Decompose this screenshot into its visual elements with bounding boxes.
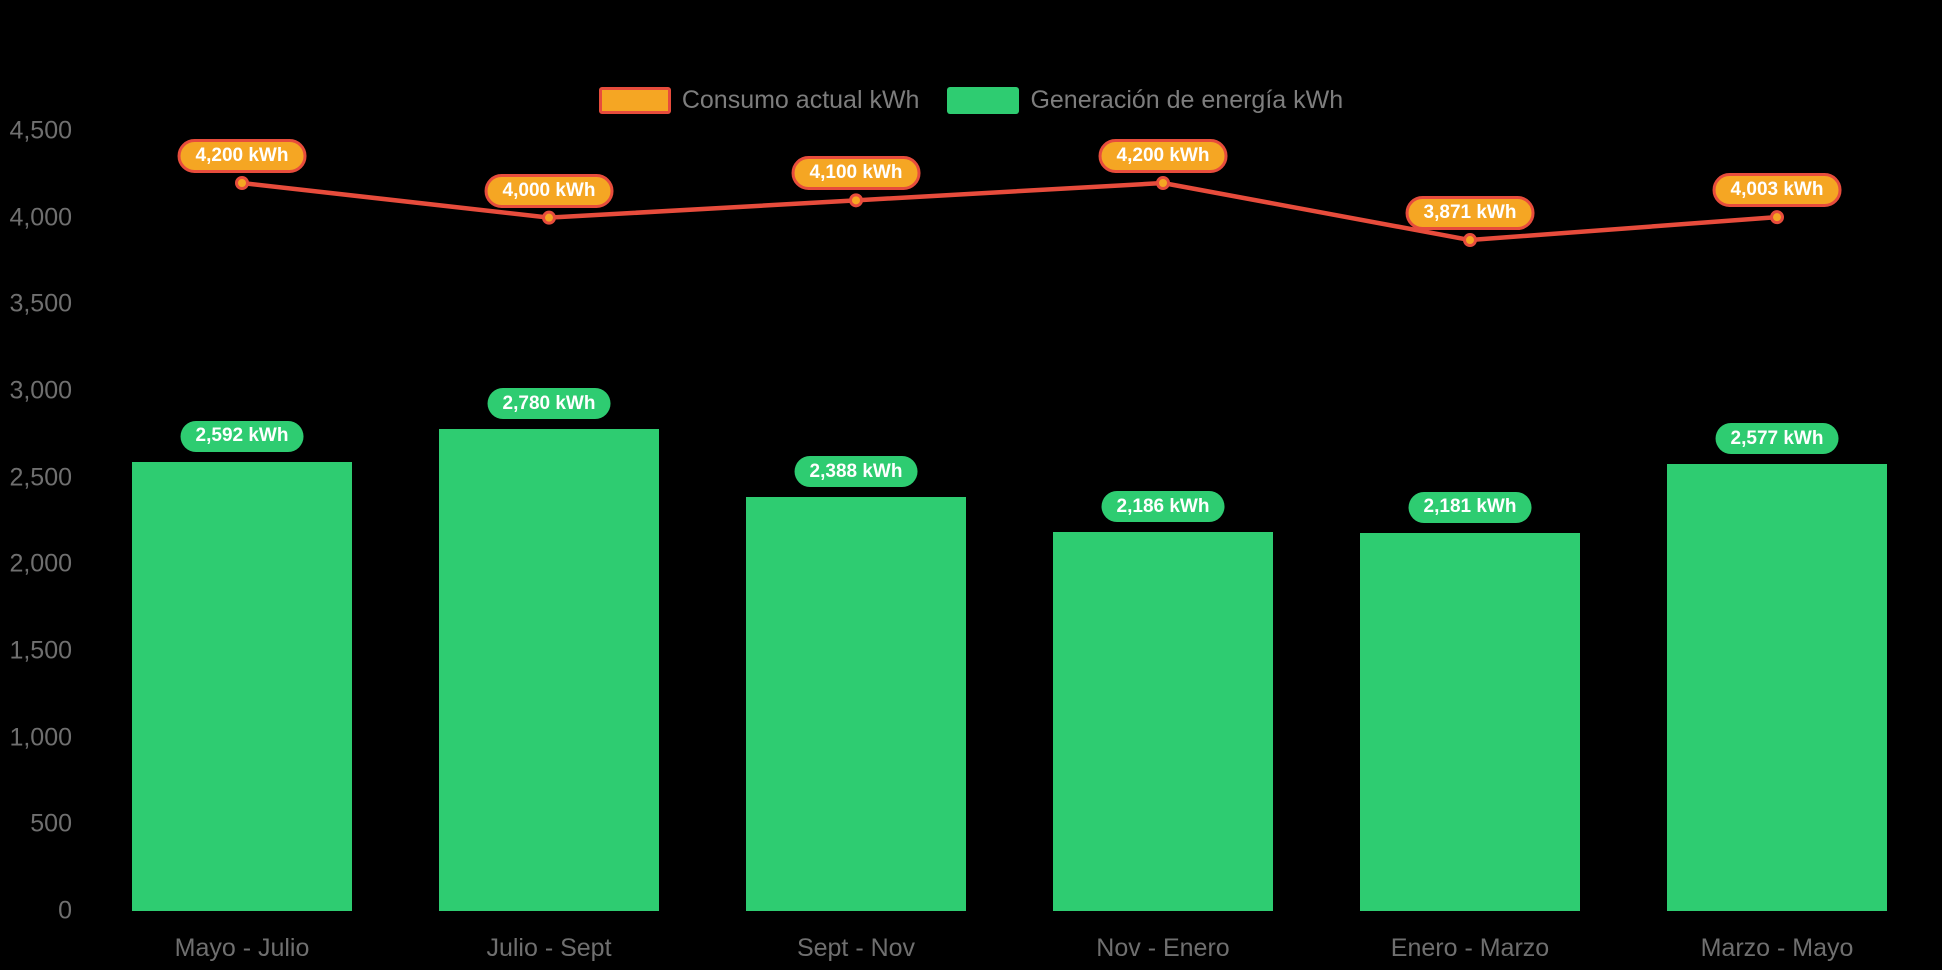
consumption-point[interactable] [542, 210, 556, 225]
consumption-line [239, 180, 1780, 243]
y-axis-tick-label: 4,500 [9, 116, 72, 145]
generation-value-label: 2,780 kWh [487, 388, 611, 420]
consumption-point[interactable] [235, 176, 249, 190]
y-axis-tick-label: 1,000 [9, 723, 72, 752]
consumption-value-label: 4,200 kWh [177, 139, 307, 173]
y-axis-tick-label: 2,000 [9, 549, 72, 578]
y-axis-tick-label: 3,000 [9, 376, 72, 405]
legend-item-consumo[interactable]: Consumo actual kWh [598, 86, 920, 115]
generation-bar[interactable] [746, 497, 966, 911]
y-axis-tick-label: 4,000 [9, 203, 72, 232]
legend-label: Consumo actual kWh [681, 86, 920, 114]
generation-bar[interactable] [132, 461, 352, 911]
generation-value-label: 2,186 kWh [1101, 491, 1225, 523]
consumption-value-label: 3,871 kWh [1405, 196, 1535, 231]
y-axis-tick-label: 2,500 [9, 463, 72, 492]
legend-item-generacion[interactable]: Generación de energía kWh [947, 86, 1343, 115]
y-axis-tick-label: 0 [58, 896, 72, 925]
y-axis-tick-label: 1,500 [9, 636, 72, 665]
x-axis-category-label: Sept - Nov [796, 934, 916, 962]
consumption-point[interactable] [849, 193, 863, 208]
bar-series-swatch-icon [947, 87, 1020, 114]
consumption-point[interactable] [1156, 176, 1170, 190]
consumption-value-label: 4,200 kWh [1098, 139, 1228, 173]
generation-value-label: 2,577 kWh [1715, 423, 1839, 455]
x-axis-category-label: Marzo - Mayo [1700, 934, 1854, 962]
y-axis-tick-label: 500 [30, 809, 72, 838]
consumption-point[interactable] [1770, 210, 1784, 225]
x-axis-category-label: Nov - Enero [1096, 934, 1230, 962]
generation-bar[interactable] [1667, 464, 1887, 911]
generation-value-label: 2,388 kWh [794, 456, 918, 488]
generation-bar[interactable] [1360, 532, 1580, 911]
consumption-value-label: 4,100 kWh [791, 156, 921, 191]
generation-value-label: 2,592 kWh [180, 420, 304, 452]
chart-legend: Consumo actual kWh Generación de energía … [0, 86, 1942, 115]
consumption-value-label: 4,003 kWh [1712, 173, 1842, 208]
consumption-value-label: 4,000 kWh [484, 173, 614, 208]
legend-label: Generación de energía kWh [1030, 86, 1344, 114]
x-axis-category-label: Mayo - Julio [174, 934, 310, 962]
consumption-point[interactable] [1463, 233, 1477, 248]
line-series-swatch-icon [598, 87, 671, 114]
x-axis-category-label: Julio - Sept [486, 934, 612, 962]
generation-value-label: 2,181 kWh [1408, 491, 1532, 523]
generation-bar[interactable] [439, 429, 659, 911]
y-axis-tick-label: 3,500 [9, 289, 72, 318]
x-axis-category-label: Enero - Marzo [1390, 934, 1550, 962]
generation-bar[interactable] [1053, 532, 1273, 911]
